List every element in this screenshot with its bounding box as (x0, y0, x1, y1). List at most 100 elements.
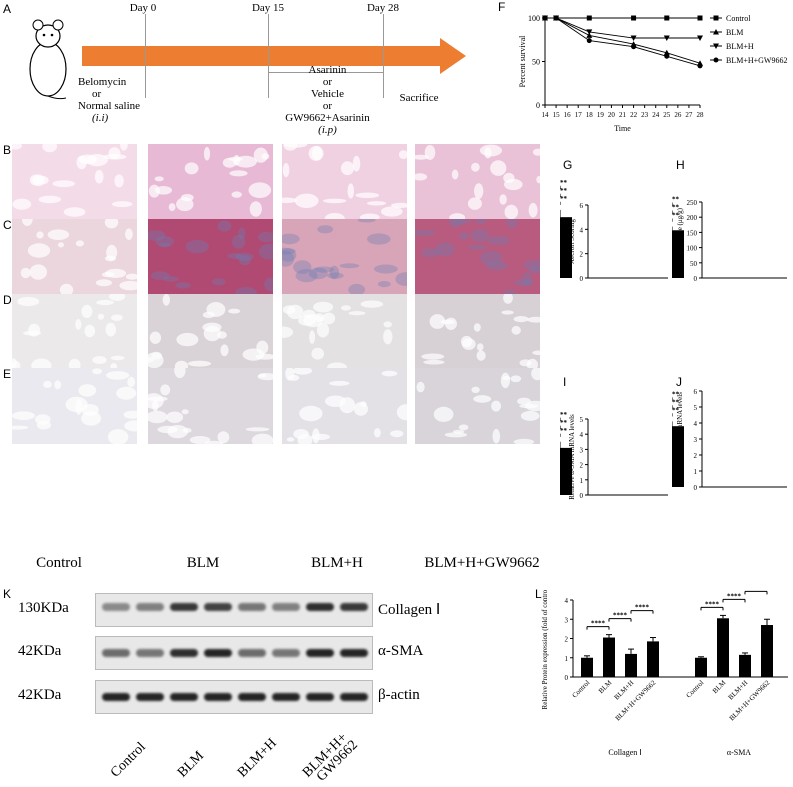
tissue-space (309, 330, 316, 344)
tissue-space (295, 269, 318, 283)
molecular-weight-label: 130KDa (18, 600, 69, 616)
tissue-space (95, 279, 112, 287)
tissue-space (176, 197, 194, 212)
tissue-space (160, 384, 171, 396)
tissue-space (228, 308, 241, 314)
tissue-space (380, 206, 403, 217)
tissue-space (86, 154, 108, 167)
day15-label: Day 15 (251, 2, 285, 14)
tissue-space (374, 428, 381, 438)
micrograph-e-2 (148, 368, 273, 444)
tissue-space (154, 186, 172, 195)
tissue-space (12, 198, 32, 210)
panel-label-c: C (3, 218, 12, 232)
blot-band (136, 693, 164, 701)
lane-label: Control (108, 739, 149, 781)
tissue-space (452, 219, 472, 224)
lane-label: BLM+H (235, 735, 280, 781)
y-axis-title: Percent survival (518, 35, 527, 88)
tissue-space (124, 420, 137, 432)
tissue-space (528, 266, 540, 274)
tissue-space (174, 368, 186, 379)
significance-label: **** (672, 212, 680, 220)
bar (647, 641, 659, 677)
tissue-space (484, 147, 492, 159)
tissue-space (501, 310, 514, 315)
tissue-space (17, 296, 40, 307)
tissue-space (184, 162, 199, 175)
bar (560, 455, 572, 495)
blot-band (238, 693, 266, 701)
day28-line (383, 14, 384, 98)
tissue-space (155, 236, 174, 247)
tissue-space (520, 410, 540, 421)
tissue-space (203, 325, 221, 342)
treatment-line-1: Asarinin (308, 64, 347, 76)
tissue-space (258, 243, 273, 260)
tissue-space (81, 411, 102, 426)
tissue-space (12, 360, 21, 370)
tissue-space (92, 368, 102, 375)
blot-band (306, 649, 334, 657)
tissue-space (185, 239, 209, 254)
tissue-space (470, 228, 489, 242)
tissue-space (154, 176, 164, 182)
tissue-space (513, 438, 535, 444)
tissue-space (506, 219, 518, 229)
tissue-space (282, 305, 296, 315)
tissue-space (258, 373, 267, 378)
tissue-space (63, 207, 86, 217)
tissue-space (527, 316, 540, 323)
blot-band (136, 649, 164, 657)
tissue-space (341, 305, 351, 311)
micrograph-b-3 (282, 144, 407, 220)
tissue-space (339, 397, 356, 414)
tissue-space (390, 430, 404, 438)
micrograph-d-1 (12, 294, 137, 370)
blot-strip (95, 593, 373, 627)
tissue-space (449, 213, 466, 220)
tissue-space (251, 433, 273, 444)
tissue-space (357, 219, 376, 223)
survival-point (630, 35, 637, 42)
significance-label: **** (591, 620, 606, 628)
tissue-space (75, 319, 82, 330)
survival-point (586, 15, 592, 21)
tissue-space (148, 410, 168, 424)
treatment-line-5: GW9662+Asarinin (285, 112, 370, 124)
histology-condition-label: BLM (186, 555, 220, 571)
tissue-space (75, 240, 84, 247)
tissue-space (110, 355, 125, 361)
tissue-space (499, 194, 507, 205)
survival-point (586, 29, 593, 35)
survival-point (663, 49, 670, 56)
endpoint-label: Sacrifice (399, 92, 439, 104)
x-tick-label: 17 (575, 111, 583, 119)
tissue-space (23, 330, 42, 336)
tissue-space (42, 144, 58, 153)
induction-line-1: Belomycin (78, 76, 127, 88)
tissue-space (119, 280, 137, 291)
tissue-space (421, 353, 445, 360)
tissue-space (106, 244, 118, 261)
tissue-space (57, 242, 65, 248)
tissue-space (532, 148, 540, 156)
tissue-space (12, 144, 22, 150)
tissue-space (282, 250, 295, 267)
tissue-space (151, 271, 170, 280)
tissue-space (282, 326, 294, 338)
tissue-space (468, 244, 487, 250)
tissue-space (480, 250, 503, 266)
tissue-space (36, 231, 44, 239)
asma-mrna-chart: 012345Relative α-SMA mRNA levelsControlB… (560, 377, 668, 500)
survival-point (542, 15, 548, 21)
survival-point (586, 32, 593, 38)
survival-line-2 (545, 17, 700, 39)
tissue-space (149, 331, 162, 344)
panel-label-g: G (563, 158, 573, 172)
tissue-space (47, 229, 70, 240)
tissue-space (473, 323, 481, 332)
survival-point (697, 35, 703, 42)
blot-band (272, 603, 300, 611)
significance-label: **** (560, 179, 568, 187)
